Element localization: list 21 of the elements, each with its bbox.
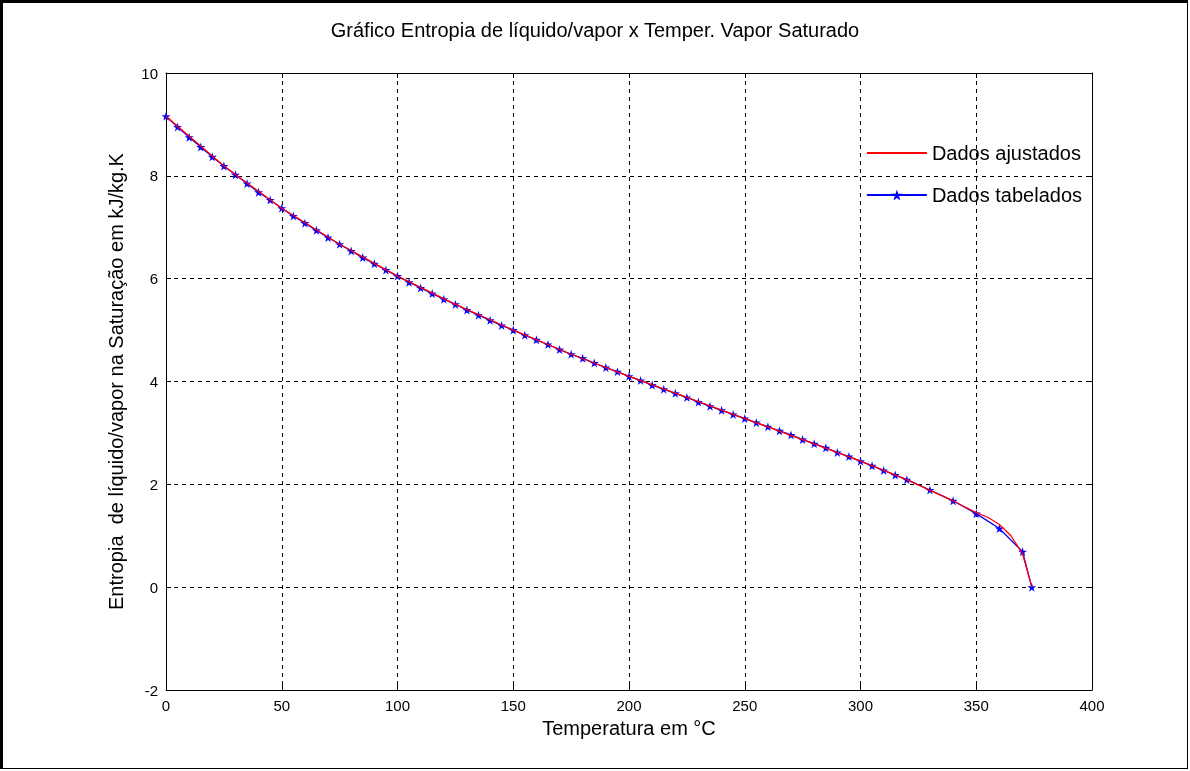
x-tick-label: 0 — [161, 697, 171, 714]
y-tick-label: 8 — [149, 167, 158, 185]
x-tick-label: 300 — [847, 697, 874, 714]
x-tick-label: 200 — [616, 697, 642, 714]
x-tick-label: 50 — [273, 697, 291, 714]
x-tick-label: 150 — [500, 697, 526, 714]
x-tick-label: 250 — [732, 697, 758, 714]
x-axis-title: Temperatura em °C — [542, 717, 716, 739]
y-tick-label: -2 — [144, 681, 158, 699]
y-tick-label: 10 — [141, 64, 158, 82]
y-tick-label: 4 — [149, 373, 158, 390]
y-tick-label: 0 — [149, 578, 158, 596]
x-tick-label: 350 — [963, 697, 989, 714]
legend-label: Dados tabelados — [931, 184, 1082, 206]
y-tick-label: 2 — [149, 475, 158, 493]
chart-title: Gráfico Entropia de líquido/vapor x Temper. Vapor Saturado — [330, 19, 860, 41]
y-tick-label: 6 — [149, 270, 158, 288]
x-tick-label: 400 — [1079, 697, 1105, 714]
y-axis-title: Entropia de líquido/vapor na Saturação em kJ/kg.K — [105, 152, 127, 610]
x-tick-label: 100 — [384, 697, 411, 714]
legend-label: Dados ajustados — [931, 142, 1081, 164]
